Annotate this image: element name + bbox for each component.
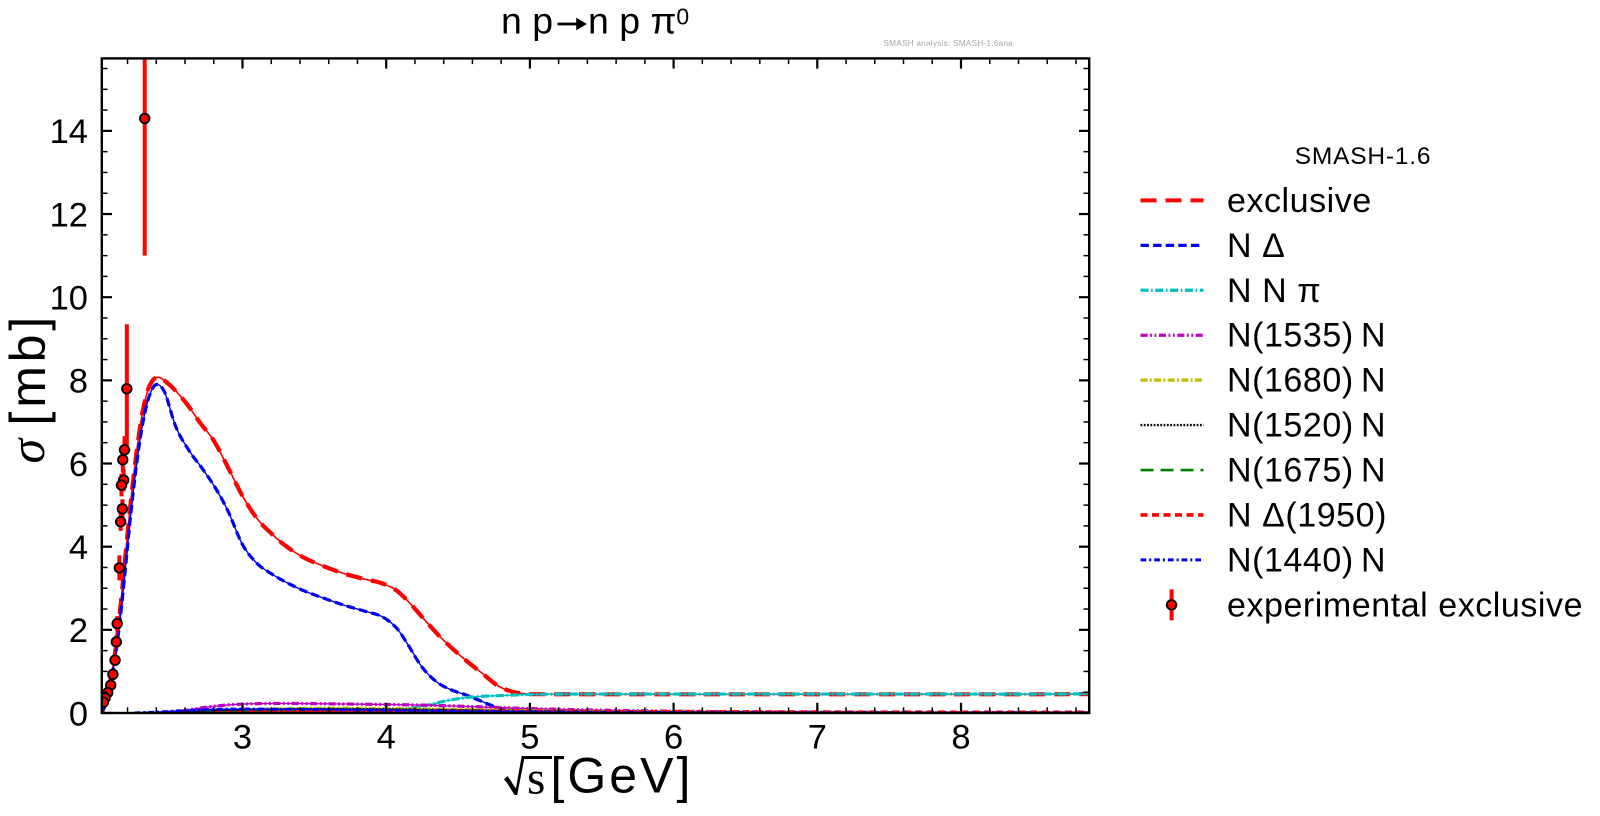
svg-text:6: 6: [69, 446, 88, 484]
svg-text:6: 6: [664, 719, 683, 757]
svg-text:3: 3: [233, 719, 252, 757]
svg-text:12: 12: [50, 196, 88, 234]
svg-text:experimental exclusive: experimental exclusive: [1227, 586, 1583, 624]
svg-text:14: 14: [50, 113, 88, 151]
svg-text:[mb]: [mb]: [0, 313, 56, 425]
svg-text:10: 10: [50, 280, 88, 318]
svg-text:n p π0: n p π0: [588, 0, 689, 42]
svg-text:N(1675) N: N(1675) N: [1227, 452, 1386, 490]
svg-text:N N π: N N π: [1227, 272, 1321, 310]
svg-text:n p: n p: [501, 0, 553, 42]
svg-text:N(1680) N: N(1680) N: [1227, 362, 1386, 400]
svg-text:7: 7: [808, 719, 827, 757]
svg-text:4: 4: [69, 529, 88, 567]
svg-text:0: 0: [69, 695, 88, 733]
svg-text:SMASH-1.6: SMASH-1.6: [1295, 143, 1432, 170]
svg-text:exclusive: exclusive: [1227, 182, 1372, 220]
svg-text:[GeV]: [GeV]: [551, 748, 694, 804]
svg-text:N(1535) N: N(1535) N: [1227, 317, 1386, 355]
svg-text:8: 8: [951, 719, 970, 757]
svg-text:N(1440) N: N(1440) N: [1227, 541, 1386, 579]
svg-text:5: 5: [520, 719, 539, 757]
svg-text:4: 4: [377, 719, 396, 757]
svg-text:2: 2: [69, 612, 88, 650]
svg-text:N Δ: N Δ: [1227, 227, 1285, 265]
svg-text:N Δ(1950): N Δ(1950): [1227, 496, 1387, 534]
svg-text:8: 8: [69, 363, 88, 401]
svg-text:N(1520) N: N(1520) N: [1227, 407, 1386, 445]
svg-text:SMASH analysis: SMASH-1.6ana: SMASH analysis: SMASH-1.6ana: [883, 38, 1013, 48]
svg-text:σ: σ: [0, 437, 55, 464]
svg-text:s: s: [527, 753, 545, 805]
